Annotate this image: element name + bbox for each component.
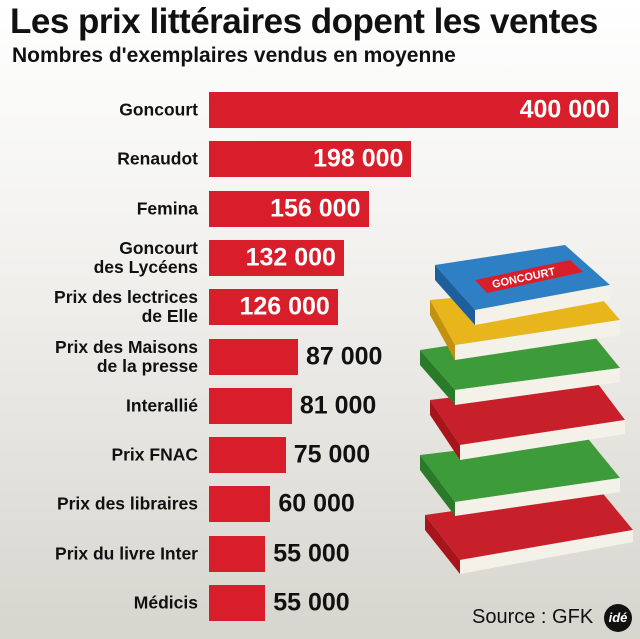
category-label: Renaudot — [117, 148, 198, 169]
value-label: 55 000 — [273, 539, 350, 568]
value-label: 81 000 — [299, 391, 377, 420]
category-label: Prix des Maisons de la presse — [55, 336, 198, 376]
bar — [209, 239, 344, 276]
category-label: Goncourt — [119, 99, 198, 120]
value-label: 156 000 — [270, 194, 361, 223]
bar — [209, 338, 298, 375]
value-label: 132 000 — [245, 243, 336, 272]
value-label: 60 000 — [278, 489, 355, 518]
chart-subtitle: Nombres d'exemplaires vendus en moyenne — [12, 44, 456, 67]
bar — [209, 289, 338, 326]
book-red-bottom — [425, 490, 633, 574]
category-label: Prix des libraires — [56, 493, 198, 514]
book-blue-goncourt: GONCOURT — [435, 245, 610, 325]
bar — [209, 141, 412, 178]
value-label: 400 000 — [519, 95, 610, 124]
category-label: Goncourt des Lycéens — [93, 237, 198, 277]
value-label: 75 000 — [293, 440, 371, 469]
bar — [209, 437, 286, 474]
stack-of-books-icon: GONCOURT — [420, 245, 633, 574]
value-label: 87 000 — [305, 342, 383, 370]
value-label: 55 000 — [273, 588, 350, 617]
bar — [209, 585, 266, 621]
category-label: Médicis — [133, 592, 198, 613]
source-note: Source : GFK — [472, 606, 594, 628]
bar — [209, 92, 618, 128]
category-label: Prix du livre Inter — [55, 543, 198, 564]
publisher-logo: idé — [604, 604, 632, 632]
category-label: Femina — [136, 198, 198, 219]
category-label: Prix des lectrices de Elle — [54, 287, 198, 327]
value-label: 126 000 — [239, 292, 330, 321]
bar — [209, 535, 266, 572]
category-label: Prix FNAC — [111, 444, 198, 465]
bar — [209, 387, 292, 424]
bar — [209, 190, 369, 227]
bar — [209, 486, 271, 523]
value-label: 198 000 — [313, 144, 404, 173]
chart-title: Les prix littéraires dopent les ventes — [10, 2, 598, 41]
category-label: Interallié — [126, 395, 198, 416]
